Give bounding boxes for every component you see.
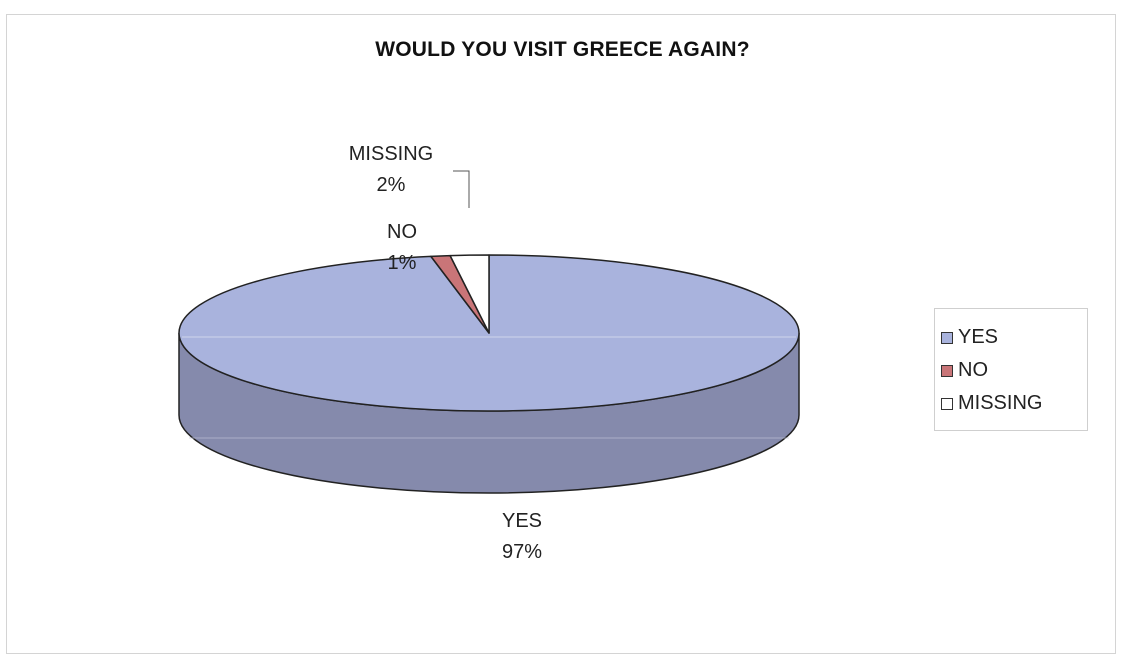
pie-slice-missing (449, 254, 490, 334)
legend-swatch-no (941, 364, 953, 377)
legend-label-no: NO (958, 359, 988, 381)
data-label-missing: MISSING 2% (349, 143, 433, 196)
data-label-yes: YES 97% (502, 510, 542, 563)
legend-item-no: NO (941, 354, 1087, 387)
legend-label-yes: YES (958, 326, 999, 348)
data-label-no: NO 1% (387, 221, 417, 274)
legend: YES NO MISSING (934, 308, 1088, 431)
leader-line-missing (453, 170, 470, 208)
legend-item-yes: YES (941, 321, 1087, 354)
legend-swatch-yes (941, 331, 953, 344)
legend-label-missing: MISSING (958, 392, 1043, 414)
chart-title: WOULD YOU VISIT GREECE AGAIN? (375, 38, 750, 61)
legend-item-missing: MISSING (941, 387, 1087, 420)
legend-swatch-missing (941, 397, 953, 410)
